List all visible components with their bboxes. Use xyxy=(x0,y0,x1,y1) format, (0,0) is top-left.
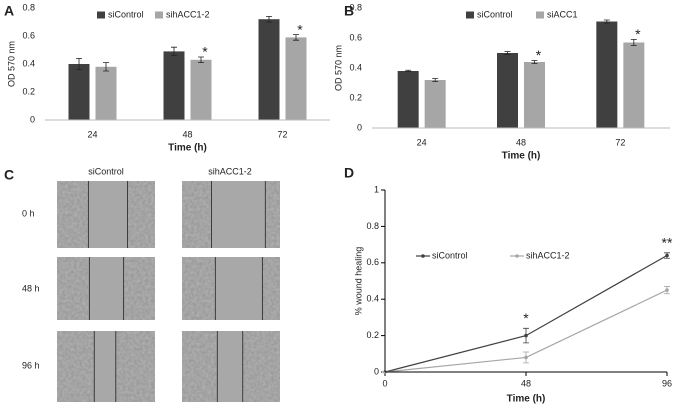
significance: * xyxy=(297,21,303,37)
y-tick-label: 0 xyxy=(374,366,379,376)
wound xyxy=(88,181,128,248)
column-label: siControl xyxy=(88,166,124,176)
legend-label: siACC1 xyxy=(547,9,578,19)
legend-marker xyxy=(421,254,425,258)
error-bar xyxy=(664,252,670,259)
error-bar xyxy=(293,34,299,41)
bar xyxy=(258,19,280,121)
y-tick-label: 0.2 xyxy=(22,86,35,96)
micrographs xyxy=(57,181,280,402)
significance: * xyxy=(523,310,529,326)
y-tick-label: 0.8 xyxy=(22,2,35,12)
legend-swatch xyxy=(155,11,163,19)
x-tick-label: 24 xyxy=(87,129,97,139)
y-tick-label: 0.4 xyxy=(349,62,362,72)
legend-swatch xyxy=(536,11,544,19)
bar xyxy=(190,59,212,120)
error-bar xyxy=(523,327,529,344)
bar xyxy=(623,42,645,128)
x-tick-label: 24 xyxy=(417,137,427,147)
legend-swatch xyxy=(97,11,105,19)
y-tick-label: 0.6 xyxy=(366,257,379,267)
x-tick-label: 72 xyxy=(277,129,287,139)
legend-label: siControl xyxy=(477,9,513,19)
bar xyxy=(497,53,518,128)
legend-label: siControl xyxy=(432,250,468,260)
row-label: 48 h xyxy=(22,283,40,293)
bar xyxy=(596,21,618,128)
error-bar xyxy=(76,58,82,70)
significance: * xyxy=(635,26,641,42)
panel-letter: D xyxy=(344,165,354,181)
bar xyxy=(163,51,185,120)
error-bar xyxy=(103,62,109,72)
error-bar xyxy=(198,56,204,63)
x-tick-label: 0 xyxy=(382,378,387,388)
panel-letter: B xyxy=(344,3,354,19)
legend-label: sihACC1-2 xyxy=(526,250,570,260)
legend-label: sihACC1-2 xyxy=(166,9,210,19)
row-label: 0 h xyxy=(22,208,35,218)
wound xyxy=(215,257,263,320)
wound xyxy=(217,331,243,402)
y-tick-label: 0.6 xyxy=(22,30,35,40)
y-tick-label: 0.2 xyxy=(349,92,362,102)
y-tick-label: 1 xyxy=(374,184,379,194)
error-bar xyxy=(171,46,177,56)
y-tick-label: 0.4 xyxy=(366,294,379,304)
x-axis-title: Time (h) xyxy=(502,151,541,162)
y-axis-title: % wound healing xyxy=(353,247,363,316)
bar xyxy=(285,37,307,120)
x-tick-label: 48 xyxy=(182,129,192,139)
legend-label: siControl xyxy=(108,9,144,19)
error-bar xyxy=(266,15,272,23)
x-tick-label: 72 xyxy=(615,137,625,147)
y-axis-title: OD 570 nm xyxy=(333,45,343,91)
y-tick-label: 0.8 xyxy=(366,221,379,231)
error-bar xyxy=(405,69,412,73)
error-bar xyxy=(531,60,538,64)
panel-c: C siControl sihACC1-2 0 h 48 h 96 h xyxy=(4,166,280,402)
wound xyxy=(211,181,266,248)
y-axis-title: OD 570 nm xyxy=(6,41,16,87)
error-bar xyxy=(664,286,670,295)
significance: * xyxy=(536,47,542,63)
bar xyxy=(424,80,446,128)
legend-marker xyxy=(515,254,519,258)
error-bar xyxy=(603,19,610,24)
y-tick-label: 0 xyxy=(30,114,35,124)
column-label: sihACC1-2 xyxy=(208,166,252,176)
bar xyxy=(524,62,545,128)
row-label: 96 h xyxy=(22,360,40,370)
panel-letter: A xyxy=(4,3,14,19)
y-tick-label: 0.4 xyxy=(22,58,35,68)
x-axis-title: Time (h) xyxy=(168,143,207,154)
significance: ** xyxy=(662,234,673,250)
x-tick-label: 96 xyxy=(662,378,672,388)
panel-letter: C xyxy=(4,167,14,183)
y-tick-label: 0.8 xyxy=(349,2,362,12)
y-tick-label: 0.2 xyxy=(366,330,379,340)
x-axis-title: Time (h) xyxy=(507,394,546,405)
y-tick-label: 0.6 xyxy=(349,32,362,42)
error-bar xyxy=(630,39,637,46)
y-tick-label: 0 xyxy=(357,122,362,132)
x-tick-label: 48 xyxy=(516,137,526,147)
bar xyxy=(68,64,90,120)
error-bar xyxy=(523,351,529,364)
bar xyxy=(397,71,419,128)
wound xyxy=(94,331,116,402)
error-bar xyxy=(504,51,511,55)
bar xyxy=(95,66,117,120)
significance: * xyxy=(202,44,208,60)
x-tick-label: 48 xyxy=(521,378,531,388)
wound xyxy=(89,257,124,320)
error-bar xyxy=(432,78,439,82)
legend-swatch xyxy=(466,11,474,19)
